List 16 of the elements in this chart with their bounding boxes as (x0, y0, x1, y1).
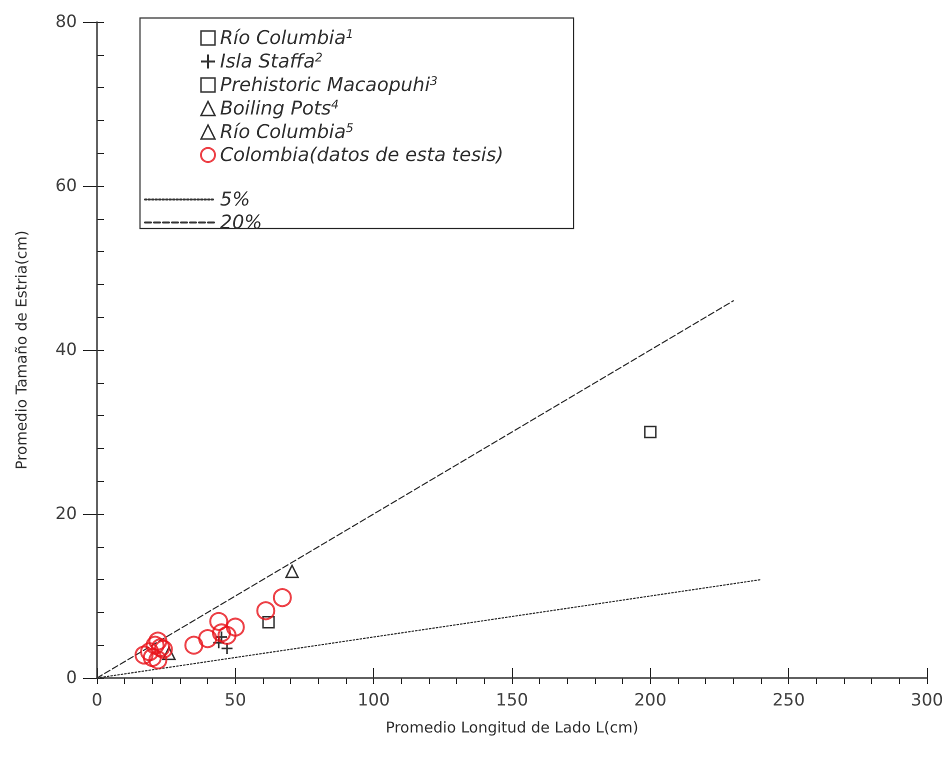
x-tick-label: 250 (772, 690, 805, 710)
y-tick-label: 0 (66, 668, 77, 688)
legend-label: Colombia(datos de esta tesis) (220, 144, 504, 166)
x-axis-title: Promedio Longitud de Lado L(cm) (386, 718, 638, 736)
x-tick-label: 300 (910, 690, 944, 710)
x-tick-label: 200 (634, 690, 667, 710)
y-tick-label: 80 (55, 12, 77, 32)
x-tick-label: 150 (496, 690, 528, 710)
y-tick-label: 20 (55, 504, 77, 524)
y-tick-label: 60 (55, 176, 77, 196)
y-tick-label: 40 (55, 340, 77, 360)
legend-label: 5% (220, 188, 250, 210)
x-tick-label: 100 (357, 690, 390, 710)
x-tick-label: 0 (92, 690, 102, 710)
x-tick-label: 50 (224, 690, 246, 710)
y-axis-title: Promedio Tamaño de Estria(cm) (12, 230, 30, 470)
